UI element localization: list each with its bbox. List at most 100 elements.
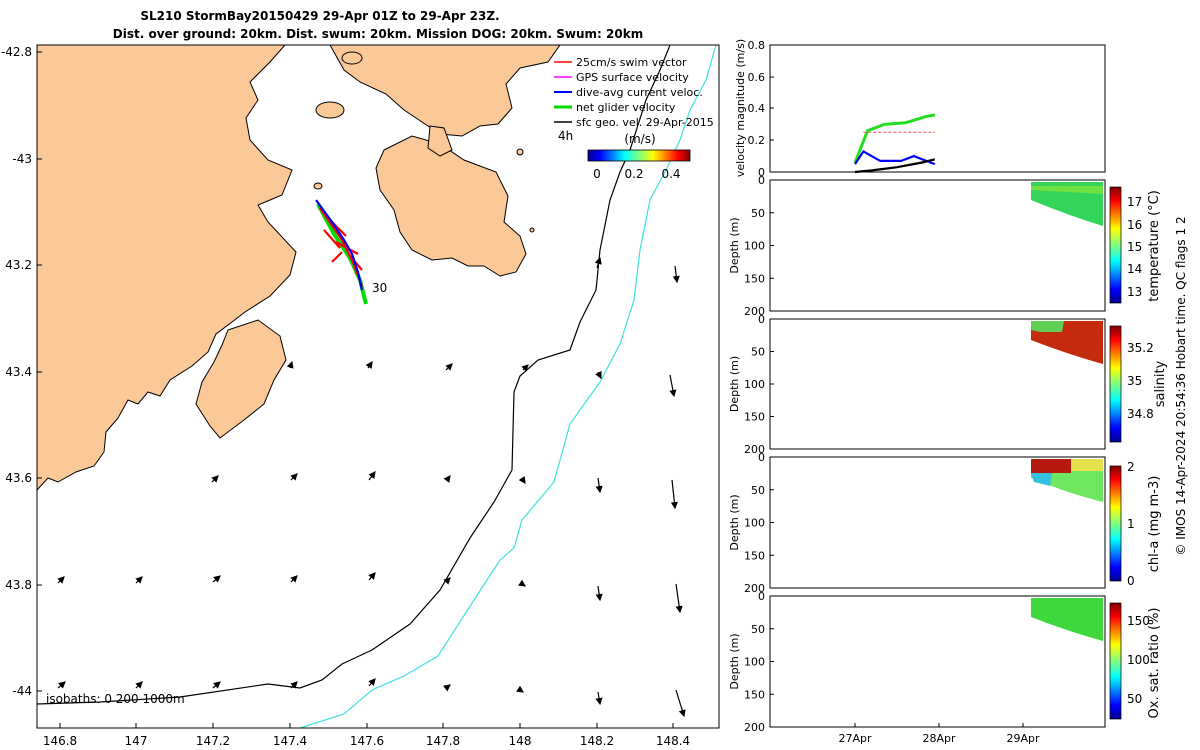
oxygen-data bbox=[1031, 598, 1103, 641]
current-vector bbox=[57, 681, 66, 689]
map-y-tick: 43.2 bbox=[5, 258, 32, 272]
current-vector bbox=[516, 685, 524, 693]
current-vector bbox=[212, 575, 221, 583]
time-note: 4h bbox=[558, 129, 573, 143]
time-x-tick: 29Apr bbox=[1006, 732, 1040, 745]
map-x-tick-labels: 146.8 147 147.2 147.4 147.6 147.8 148 14… bbox=[43, 734, 690, 748]
map-x-tick: 148 bbox=[509, 734, 532, 748]
depth-tick-label: 100 bbox=[744, 378, 765, 391]
depth-tick-label: 200 bbox=[744, 443, 765, 456]
current-vector bbox=[518, 476, 526, 484]
depth-tick-label: 150 bbox=[744, 272, 765, 285]
glider-track: 30 bbox=[315, 199, 387, 305]
current-vector bbox=[595, 691, 603, 706]
island bbox=[315, 101, 345, 119]
velocity-y-tick: 0 bbox=[758, 166, 765, 179]
legend-label-geo-vel: sfc geo. vel. 29-Apr-2015 bbox=[576, 116, 714, 129]
depth-tick-label: 150 bbox=[744, 688, 765, 701]
depth-ylabel: Depth (m) bbox=[728, 217, 741, 273]
depth-tick-label: 0 bbox=[758, 451, 765, 464]
depth-ylabel: Depth (m) bbox=[728, 356, 741, 412]
chla-panel: 2 1 0 chl-a (mg m-3) bbox=[769, 456, 1162, 589]
land-peninsula bbox=[195, 319, 287, 439]
velocity-net-glider-line bbox=[853, 113, 936, 164]
time-x-ticks: 27Apr 28Apr 29Apr bbox=[838, 723, 1040, 745]
depth-tick-label: 150 bbox=[744, 411, 765, 424]
velocity-ylabel: velocity magnitude (m/s) bbox=[734, 39, 747, 177]
velocity-geo-line bbox=[854, 158, 936, 174]
chart-subtitle: Dist. over ground: 20km. Dist. swum: 20k… bbox=[113, 27, 643, 41]
current-vector bbox=[672, 265, 680, 284]
island bbox=[313, 182, 323, 190]
land-peninsula-east bbox=[375, 135, 527, 277]
island bbox=[516, 148, 524, 156]
depth-tick-label: 200 bbox=[744, 721, 765, 734]
current-vector bbox=[135, 576, 143, 584]
depth-tick-label: 50 bbox=[751, 346, 765, 359]
chla-cbar-tick: 2 bbox=[1127, 460, 1135, 474]
map-y-tick-labels: -42.8 -43 43.2 43.4 43.6 43.8 -44 bbox=[1, 45, 32, 698]
map-y-tick: 43.4 bbox=[5, 365, 32, 379]
velocity-dive-avg-line bbox=[854, 149, 936, 166]
map-x-tick: 147.6 bbox=[350, 734, 384, 748]
depth-tick-label: 200 bbox=[744, 582, 765, 595]
island bbox=[341, 51, 363, 65]
temperature-panel: 17 16 15 14 13 temperature (°C) bbox=[769, 179, 1162, 312]
depth-ylabel: Depth (m) bbox=[728, 494, 741, 550]
depth-tick-label: 50 bbox=[751, 623, 765, 636]
current-vector bbox=[368, 678, 376, 687]
current-vector bbox=[290, 681, 298, 689]
temperature-cbar-tick: 15 bbox=[1127, 240, 1142, 254]
depth-tick-label: 200 bbox=[744, 305, 765, 318]
current-vectors bbox=[57, 256, 686, 718]
map-x-tick: 147.2 bbox=[196, 734, 230, 748]
chla-low-patch bbox=[1031, 473, 1052, 486]
current-vector bbox=[286, 360, 294, 369]
current-vector bbox=[211, 475, 219, 483]
map-tick-marks bbox=[37, 51, 674, 728]
map-x-tick: 146.8 bbox=[43, 734, 77, 748]
chla-cbar-tick: 1 bbox=[1127, 517, 1135, 531]
colorbar-tick: 0.4 bbox=[661, 167, 680, 181]
map-frame bbox=[36, 44, 720, 729]
map-x-tick: 147 bbox=[125, 734, 148, 748]
depth-tick-label: 100 bbox=[744, 656, 765, 669]
colorbar-tick: 0.2 bbox=[624, 167, 643, 181]
salinity-cbar-tick: 35.2 bbox=[1127, 341, 1154, 355]
oxygen-cbar-tick: 50 bbox=[1127, 692, 1142, 706]
land-isthmus bbox=[427, 125, 453, 157]
depth-tick-label: 150 bbox=[744, 549, 765, 562]
current-vector bbox=[521, 364, 529, 372]
depth-tick-label: 100 bbox=[744, 517, 765, 530]
time-x-tick: 27Apr bbox=[838, 732, 872, 745]
salinity-cbar-tick: 35 bbox=[1127, 374, 1142, 388]
oxygen-colorbar bbox=[1109, 602, 1122, 720]
oxygen-cbar-tick: 100 bbox=[1127, 653, 1150, 667]
depth-tick-label: 100 bbox=[744, 240, 765, 253]
map-x-tick: 148.4 bbox=[656, 734, 690, 748]
velocity-series bbox=[853, 113, 936, 174]
map-panel: 30 25cm/s swim vector GPS surface veloci… bbox=[1, 44, 720, 748]
velocity-axes bbox=[769, 44, 1106, 173]
current-vector bbox=[212, 681, 221, 689]
isobath-note: isobaths: 0 200 1000m bbox=[46, 692, 185, 706]
map-y-tick: 43.6 bbox=[5, 471, 32, 485]
velocity-y-tick: 0.8 bbox=[748, 39, 766, 52]
current-vector bbox=[669, 374, 677, 398]
velocity-y-tick: 0.2 bbox=[748, 134, 766, 147]
map-x-tick: 147.8 bbox=[426, 734, 460, 748]
island bbox=[529, 227, 535, 233]
current-vector bbox=[368, 471, 376, 481]
current-vector bbox=[443, 577, 451, 585]
chla-colorbar bbox=[1109, 465, 1122, 582]
current-vector bbox=[290, 473, 298, 481]
depth-tick-label: 0 bbox=[758, 174, 765, 187]
current-vector bbox=[445, 363, 453, 371]
chla-high-patch bbox=[1031, 459, 1071, 473]
map-x-tick: 148.2 bbox=[580, 734, 614, 748]
velocity-y-tick: 0.4 bbox=[748, 102, 766, 115]
salinity-panel: 35.2 35 34.8 salinity bbox=[769, 318, 1168, 450]
oxygen-panel: 150 100 50 Ox. sat. ratio (%) bbox=[769, 595, 1162, 728]
legend-label-dive-avg: dive-avg current veloc. bbox=[576, 86, 703, 99]
